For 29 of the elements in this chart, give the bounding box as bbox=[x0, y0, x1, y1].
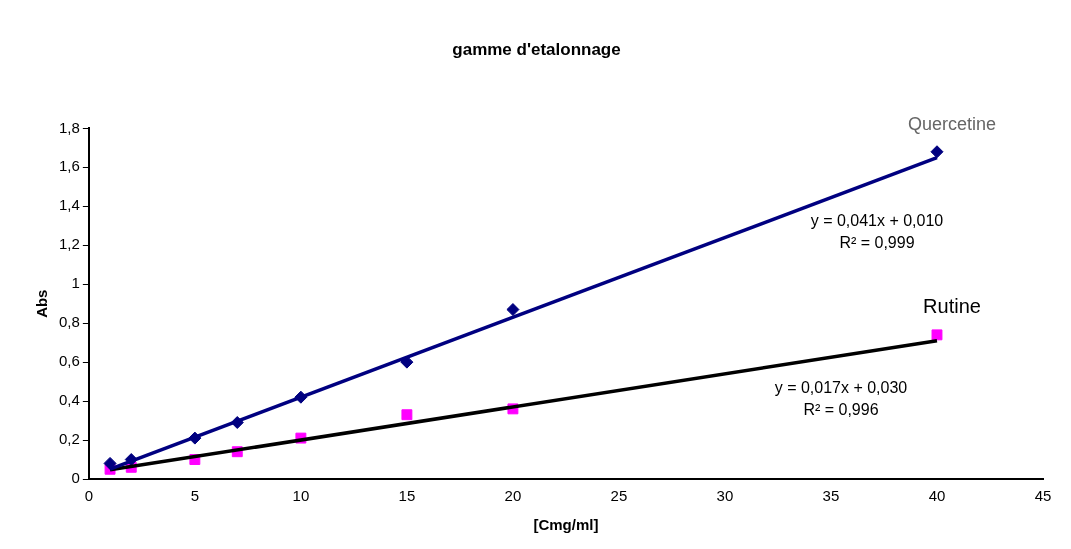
annotation: R² = 0,996 bbox=[803, 401, 879, 419]
annotation: y = 0,041x + 0,010 bbox=[810, 212, 944, 230]
x-axis-title: [Cmg/ml] bbox=[533, 516, 599, 534]
x-tick-label: 30 bbox=[716, 487, 734, 505]
annotation: R² = 0,999 bbox=[839, 234, 915, 252]
y-axis-title: Abs bbox=[33, 289, 51, 318]
y-tick-label: 0,4 bbox=[58, 391, 80, 409]
y-tick-label: 1,6 bbox=[58, 157, 80, 175]
y-tick-label: 0 bbox=[71, 469, 80, 487]
x-tick-label: 25 bbox=[610, 487, 628, 505]
y-tick-label: 0,2 bbox=[58, 430, 80, 448]
x-tick-label: 10 bbox=[292, 487, 310, 505]
x-tick-label: 35 bbox=[822, 487, 840, 505]
x-tick-label: 0 bbox=[84, 487, 94, 505]
x-tick-label: 5 bbox=[190, 487, 200, 505]
y-tick-label: 0,6 bbox=[58, 352, 80, 370]
chart-title: gamme d'etalonnage bbox=[452, 39, 621, 59]
y-tick-label: 0,8 bbox=[58, 313, 80, 331]
y-tick-label: 1,4 bbox=[58, 196, 80, 214]
x-tick-label: 45 bbox=[1034, 487, 1052, 505]
annotation: y = 0,017x + 0,030 bbox=[774, 379, 908, 397]
y-tick-label: 1,2 bbox=[58, 235, 80, 253]
series-label: Quercetine bbox=[907, 113, 997, 134]
x-tick-label: 15 bbox=[398, 487, 416, 505]
x-tick-label: 20 bbox=[504, 487, 522, 505]
y-tick-label: 1 bbox=[71, 274, 80, 292]
series-label: Rutine bbox=[923, 295, 981, 318]
y-tick-label: 1,8 bbox=[58, 118, 80, 136]
x-tick-label: 40 bbox=[928, 487, 946, 505]
